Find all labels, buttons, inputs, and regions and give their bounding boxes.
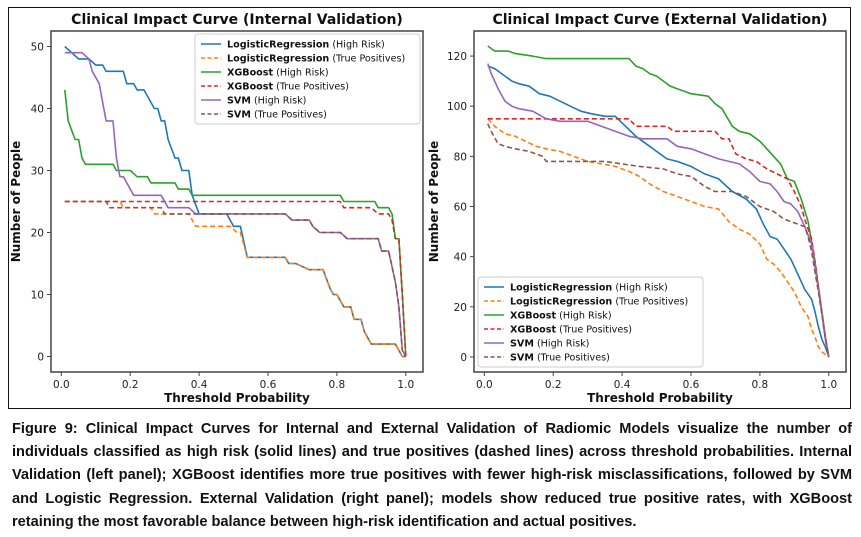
legend-model-name: SVM [510, 353, 534, 364]
y-tick-label: 0 [37, 352, 44, 364]
legend-model-name: LogisticRegression [510, 283, 612, 294]
series-line-svm-tp [487, 123, 830, 358]
y-tick-label: 40 [31, 104, 44, 116]
x-axis-label: Threshold Probability [587, 391, 733, 405]
x-tick-label: 0.0 [53, 379, 70, 391]
series-group [487, 45, 830, 358]
series-group [64, 45, 407, 358]
y-tick-label: 40 [454, 252, 467, 264]
legend-entry: SVM (True Positives) [510, 353, 610, 364]
legend-model-name: XGBoost [510, 325, 556, 336]
legend: LogisticRegression (High Risk)LogisticRe… [194, 33, 421, 125]
legend-model-name: LogisticRegression [510, 297, 612, 308]
legend-entry: LogisticRegression (True Positives) [227, 54, 405, 65]
y-tick-label: 50 [31, 42, 44, 54]
legend-entry: LogisticRegression (True Positives) [510, 297, 688, 308]
legend-entry: SVM (High Risk) [227, 96, 306, 107]
legend-series-type: (High Risk) [273, 68, 329, 79]
legend-series-type: (True Positives) [612, 297, 688, 308]
chart-title: Clinical Impact Curve (External Validati… [492, 12, 827, 28]
x-tick-label: 0.6 [683, 379, 700, 391]
legend-entry: XGBoost (True Positives) [510, 325, 632, 336]
y-axis-label: Number of People [9, 141, 23, 263]
legend-box [477, 276, 704, 368]
x-tick-label: 0.8 [329, 379, 346, 391]
series-line-logisticregression-high [487, 65, 830, 358]
x-tick-label: 0.2 [545, 379, 562, 391]
legend-series-type: (High Risk) [612, 283, 668, 294]
series-line-logisticregression-high [64, 45, 406, 358]
y-axis-label: Number of People [427, 141, 441, 263]
legend-series-type: (True Positives) [329, 54, 405, 65]
x-axis-label: Threshold Probability [164, 391, 310, 405]
legend-series-type: (True Positives) [273, 82, 349, 93]
legend-series-type: (High Risk) [251, 96, 307, 107]
legend-entry: LogisticRegression (High Risk) [227, 40, 385, 51]
series-line-xgboost-high [487, 45, 830, 358]
x-tick-label: 0.4 [614, 379, 631, 391]
x-tick-label: 0.8 [752, 379, 769, 391]
charts-canvas: Clinical Impact Curve (Internal Validati… [9, 12, 847, 405]
panel-internal-validation: Clinical Impact Curve (Internal Validati… [9, 12, 424, 405]
legend-model-name: SVM [510, 339, 534, 350]
y-tick-label: 30 [31, 166, 44, 178]
legend-entry: SVM (True Positives) [227, 110, 327, 121]
legend-series-type: (High Risk) [534, 339, 590, 350]
legend-entry: XGBoost (High Risk) [227, 68, 329, 79]
legend-model-name: XGBoost [227, 68, 273, 79]
x-tick-label: 0.0 [476, 379, 493, 391]
series-line-xgboost-high [64, 89, 407, 357]
chart-title: Clinical Impact Curve (Internal Validati… [71, 12, 403, 28]
legend-entry: LogisticRegression (High Risk) [510, 283, 668, 294]
legend-model-name: SVM [227, 110, 251, 121]
legend-model-name: SVM [227, 96, 251, 107]
y-tick-label: 10 [31, 290, 44, 302]
legend-box [194, 33, 421, 125]
x-tick-label: 0.6 [260, 379, 277, 391]
legend-series-type: (High Risk) [329, 40, 385, 51]
series-line-logisticregression-tp [64, 200, 406, 358]
series-line-svm-tp [64, 200, 407, 357]
legend-model-name: LogisticRegression [227, 54, 329, 65]
axes-frame [473, 30, 847, 373]
legend-model-name: LogisticRegression [227, 40, 329, 51]
legend-model-name: XGBoost [227, 82, 273, 93]
legend-entry: SVM (High Risk) [510, 339, 589, 350]
x-tick-label: 0.4 [191, 379, 208, 391]
x-tick-label: 1.0 [397, 379, 414, 391]
x-tick-label: 0.2 [122, 379, 139, 391]
figure-caption: Figure 9: Clinical Impact Curves for Int… [12, 421, 852, 530]
legend-entry: XGBoost (True Positives) [227, 82, 349, 93]
legend-model-name: XGBoost [510, 311, 556, 322]
legend-series-type: (High Risk) [556, 311, 612, 322]
legend-series-type: (True Positives) [556, 325, 632, 336]
y-tick-label: 120 [447, 51, 467, 63]
legend-series-type: (True Positives) [534, 353, 610, 364]
y-tick-label: 0 [460, 352, 467, 364]
y-tick-label: 20 [454, 302, 467, 314]
x-tick-label: 1.0 [820, 379, 837, 391]
y-tick-label: 20 [31, 228, 44, 240]
axes-frame [50, 30, 424, 373]
series-line-logisticregression-tp [487, 118, 830, 358]
legend-series-type: (True Positives) [251, 110, 327, 121]
legend: LogisticRegression (High Risk)LogisticRe… [477, 276, 704, 368]
y-tick-label: 80 [454, 151, 467, 163]
series-line-xgboost-tp [64, 200, 407, 357]
y-tick-label: 60 [454, 202, 467, 214]
y-tick-label: 100 [447, 101, 467, 113]
panel-external-validation: Clinical Impact Curve (External Validati… [427, 12, 847, 405]
legend-entry: XGBoost (High Risk) [510, 311, 612, 322]
